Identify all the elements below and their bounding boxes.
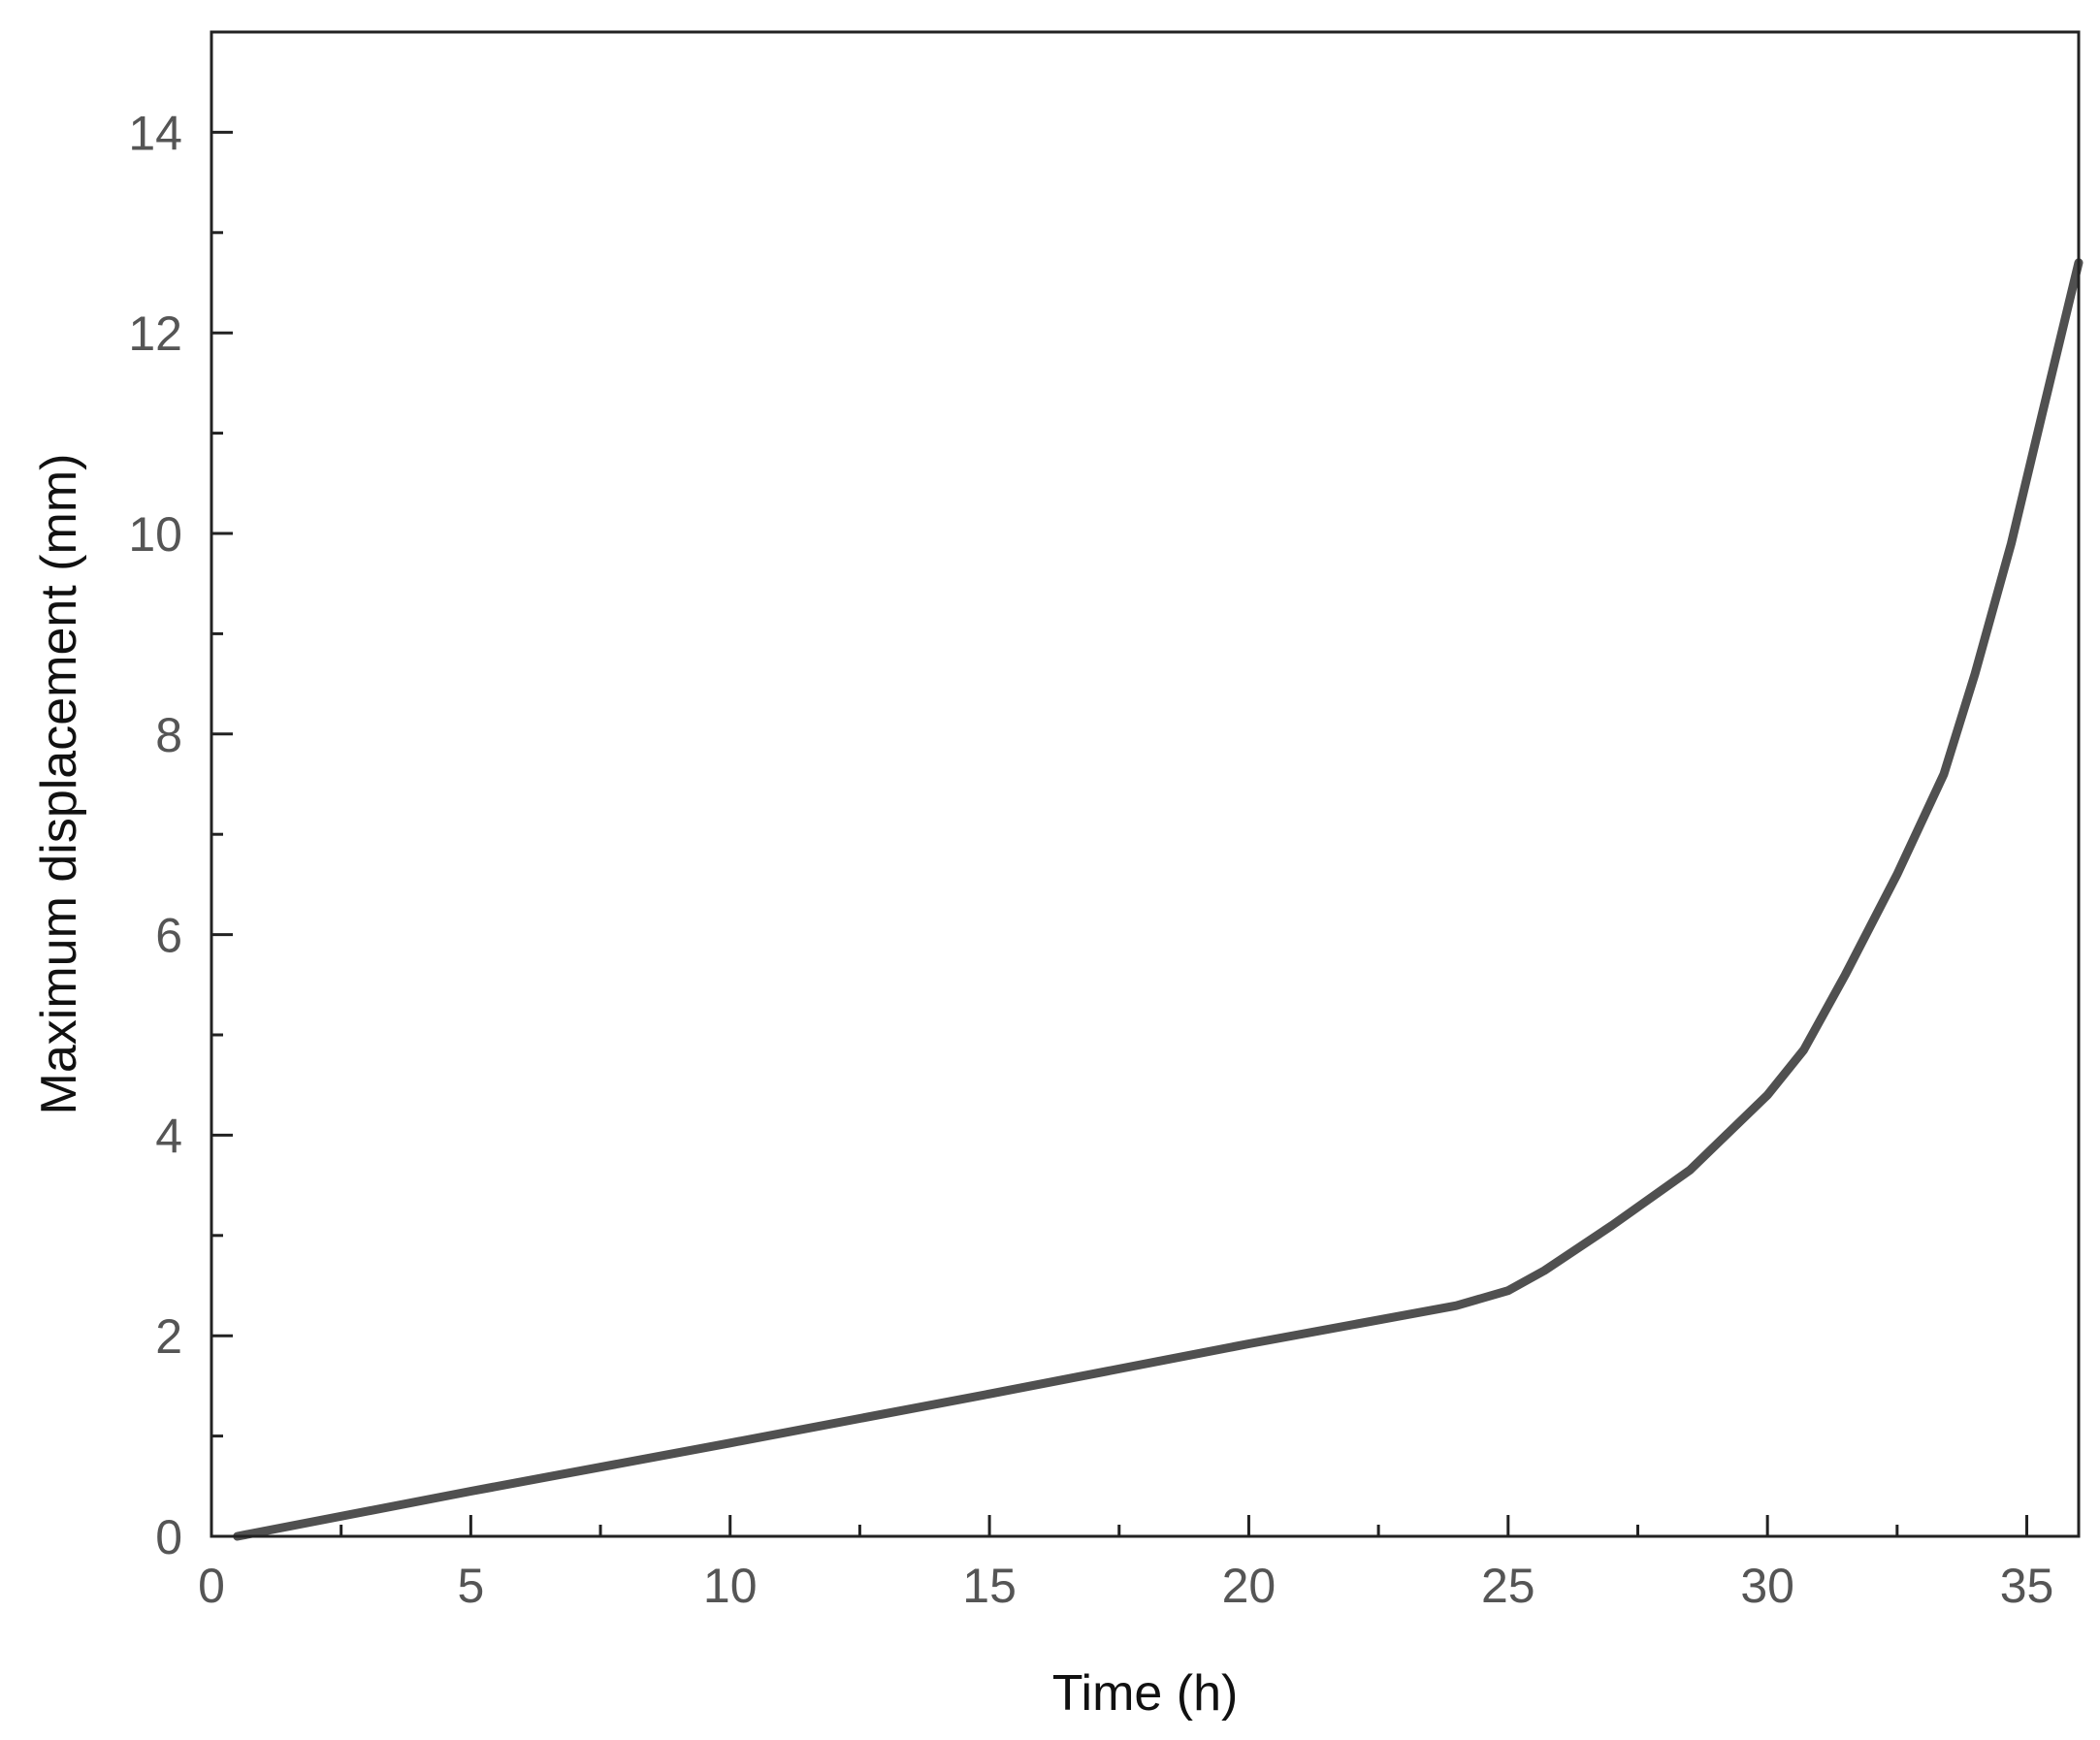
y-tick-label: 12	[128, 306, 182, 361]
x-tick-label: 5	[457, 1559, 484, 1613]
y-tick-label: 2	[155, 1309, 182, 1364]
x-axis-title: Time (h)	[1052, 1665, 1239, 1722]
series-line	[233, 258, 2084, 1541]
y-tick-label: 0	[155, 1510, 182, 1564]
y-tick-label: 4	[155, 1109, 182, 1163]
y-tick-label: 8	[155, 708, 182, 762]
y-axis-title: Maximum displacement (mm)	[31, 454, 87, 1115]
tick-labels: 0 5 10 15 20 25 30 35 0 2 4 6 8 10 12 14	[128, 106, 2053, 1613]
y-tick-label: 14	[128, 106, 182, 160]
x-tick-label: 10	[703, 1559, 758, 1613]
y-tick-label: 6	[155, 909, 182, 963]
y-tick-label: 10	[128, 507, 182, 562]
axis-ticks	[210, 130, 2029, 1538]
x-tick-label: 25	[1481, 1559, 1535, 1613]
plot-frame	[210, 30, 2081, 1538]
x-tick-label: 0	[198, 1559, 225, 1613]
x-tick-label: 15	[962, 1559, 1017, 1613]
series-layer	[233, 258, 2084, 1541]
x-tick-label: 20	[1222, 1559, 1276, 1613]
x-tick-label: 30	[1740, 1559, 1794, 1613]
x-tick-label: 35	[2000, 1559, 2054, 1613]
